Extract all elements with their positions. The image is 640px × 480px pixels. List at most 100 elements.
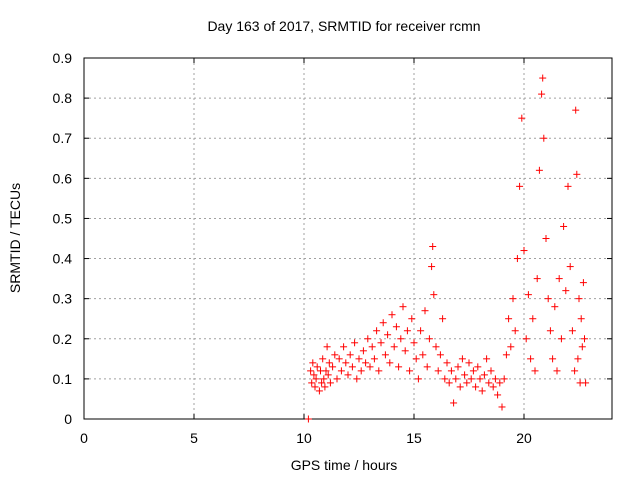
data-point [562,287,570,295]
data-point [310,371,318,379]
data-point [509,295,517,303]
data-point [421,307,429,315]
data-point [527,355,535,363]
data-point [489,383,497,391]
data-point [401,347,409,355]
data-point [491,375,499,383]
data-point [304,415,312,423]
data-point [441,375,449,383]
x-tick-label: 5 [190,430,198,446]
x-axis-ticks: 0 5 10 15 20 [80,58,532,446]
data-point [476,375,484,383]
data-point [579,279,587,287]
x-tick-label: 15 [406,430,422,446]
data-point [582,379,590,387]
data-point [447,367,455,375]
data-point [572,106,580,114]
data-point [324,371,332,379]
data-point [581,335,588,343]
data-point [520,247,528,255]
data-point [465,359,473,367]
data-point [423,363,431,371]
data-point [487,367,495,375]
data-point [335,355,343,363]
data-point [439,315,447,323]
x-tick-label: 20 [516,430,532,446]
data-point [312,375,320,383]
data-point [412,355,420,363]
y-tick-label: 0 [64,411,72,427]
data-point [359,347,367,355]
data-point [353,375,361,383]
data-point [344,371,352,379]
data-point [485,379,493,387]
data-point [403,327,411,335]
data-point [307,367,315,375]
data-point [362,359,370,367]
data-point [357,367,365,375]
data-point [430,291,438,299]
data-point [483,355,491,363]
data-point [518,114,526,122]
data-point [381,351,389,359]
data-point [399,303,407,311]
data-point [432,343,440,351]
data-point [502,351,510,359]
data-point [434,367,442,375]
data-point [318,379,326,387]
data-point [414,375,422,383]
data-point [560,222,568,230]
data-point [443,359,451,367]
data-point [429,243,437,251]
x-tick-label: 0 [80,430,88,446]
data-point [555,275,563,283]
data-point [333,375,341,383]
data-point [546,327,554,335]
x-tick-label: 10 [296,430,312,446]
data-point [539,74,547,82]
data-point [355,355,363,363]
data-point [406,367,414,375]
data-point [551,303,559,311]
data-point [498,403,506,411]
data-point [454,363,462,371]
data-point [364,335,372,343]
y-tick-label: 0.2 [53,331,73,347]
data-point [329,363,337,371]
data-point [544,295,552,303]
y-tick-label: 0.7 [53,130,73,146]
data-point [331,351,339,359]
data-point [445,379,453,387]
data-point [500,375,508,383]
data-point [463,379,471,387]
data-point [571,367,579,375]
data-point [452,375,460,383]
y-tick-label: 0.5 [53,210,73,226]
y-tick-label: 0.4 [53,251,73,267]
data-point [377,339,385,347]
data-point [480,371,488,379]
data-point [425,335,433,343]
data-point [313,363,321,371]
data-point [467,375,475,383]
data-point [566,263,574,271]
data-point [436,351,444,359]
data-point [531,367,539,375]
data-point [450,399,458,407]
data-point [507,343,515,351]
data-point [535,166,543,174]
data-point [351,339,359,347]
data-point [373,327,381,335]
data-point [322,367,330,375]
y-axis-label: SRMTID / TECUs [7,183,23,293]
data-point [348,363,356,371]
data-point [337,367,345,375]
data-point [397,335,405,343]
data-point [390,343,398,351]
y-tick-label: 0.1 [53,371,73,387]
data-point [538,90,546,98]
y-tick-label: 0.9 [53,50,73,66]
data-point [549,355,557,363]
data-point [417,327,425,335]
data-point [478,387,486,395]
